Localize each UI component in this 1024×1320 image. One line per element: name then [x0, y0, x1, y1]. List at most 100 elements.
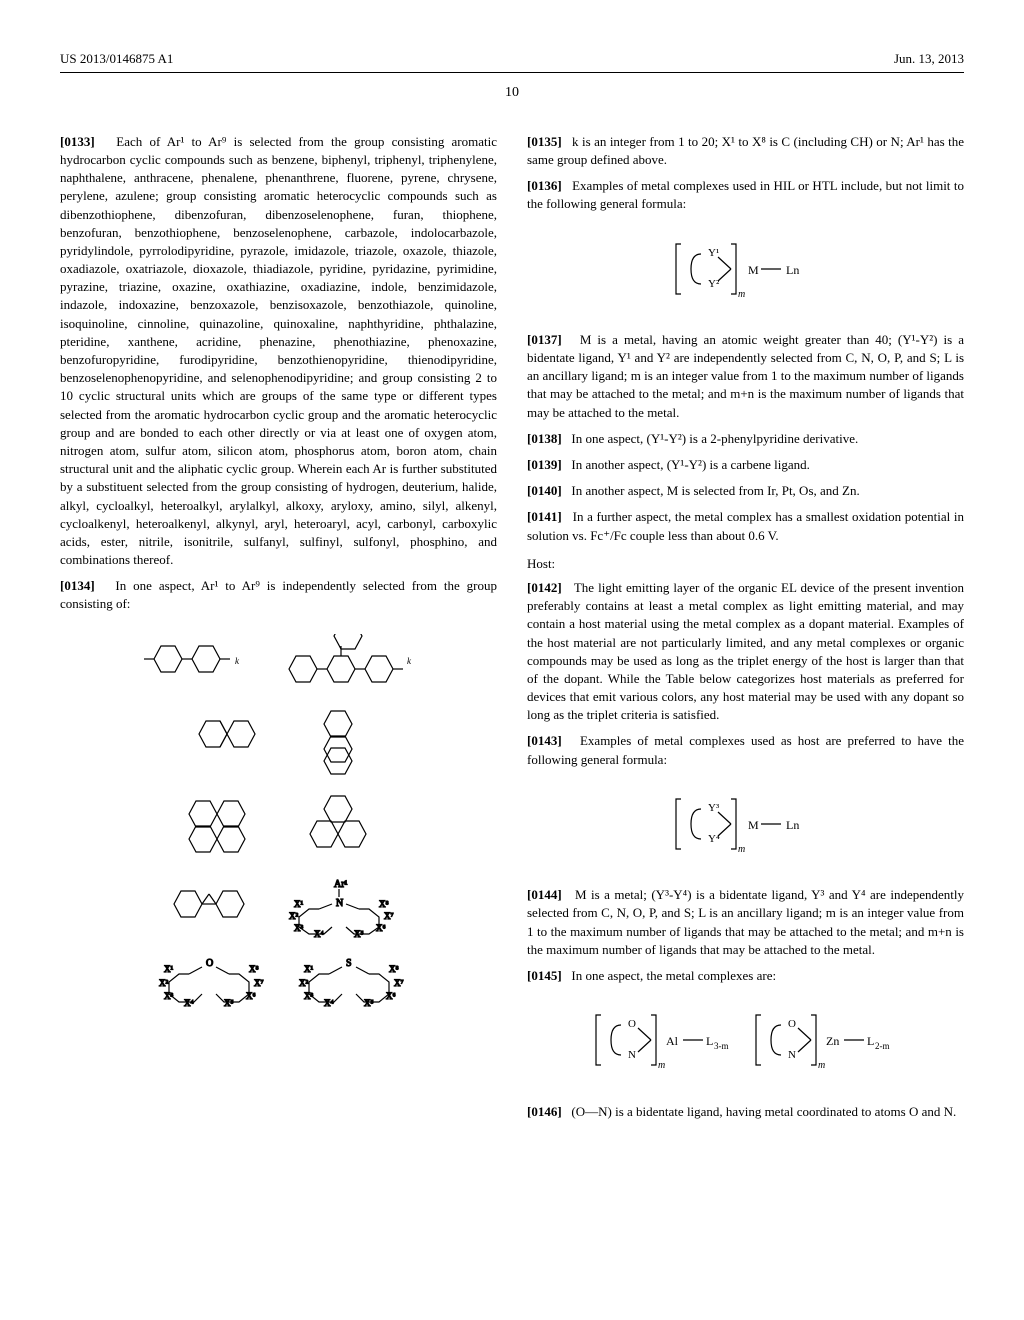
para-num: [0134] [60, 578, 95, 593]
para-0141: [0141] In a further aspect, the metal co… [527, 508, 964, 544]
formula-3: O N m Al L 3-m O N m [527, 1005, 964, 1082]
para-0144: [0144] M is a metal; (Y³-Y⁴) is a bident… [527, 886, 964, 959]
svg-text:L: L [706, 1034, 713, 1048]
svg-text:Y²: Y² [708, 278, 720, 290]
triphenylene-icon [294, 794, 384, 864]
struct-row-5: O X¹ X⁸ X² X⁷ X³ X⁴ X⁵ X⁶ [60, 954, 497, 1009]
svg-text:X¹: X¹ [304, 964, 313, 974]
page-number: 10 [60, 83, 964, 103]
para-num: [0133] [60, 134, 95, 149]
para-text: Examples of metal complexes used as host… [527, 733, 964, 766]
page-header: US 2013/0146875 A1 Jun. 13, 2013 [60, 50, 964, 73]
struct-row-2 [60, 709, 497, 779]
svg-text:X¹: X¹ [164, 964, 173, 974]
svg-text:X⁷: X⁷ [384, 911, 394, 921]
svg-text:k: k [235, 656, 240, 666]
biphenyl-icon: k [139, 634, 249, 684]
para-num: [0142] [527, 580, 562, 595]
para-num: [0140] [527, 483, 562, 498]
svg-text:X⁴: X⁴ [184, 998, 194, 1008]
para-num: [0145] [527, 968, 562, 983]
pyrene-icon [174, 794, 264, 854]
svg-text:X²: X² [299, 978, 308, 988]
svg-text:M: M [748, 263, 759, 277]
para-num: [0143] [527, 733, 562, 748]
formula3-icon: O N m Al L 3-m O N m [586, 1005, 906, 1075]
para-0143: [0143] Examples of metal complexes used … [527, 732, 964, 768]
para-num: [0141] [527, 509, 562, 524]
para-text: M is a metal, having an atomic weight gr… [527, 332, 964, 420]
svg-text:m: m [738, 844, 745, 855]
formula2-icon: Y³ Y⁴ m M Ln [666, 789, 826, 859]
para-text: Each of Ar¹ to Ar⁹ is selected from the … [60, 134, 497, 567]
svg-text:N: N [336, 898, 343, 909]
host-title: Host: [527, 555, 964, 573]
svg-text:X⁸: X⁸ [389, 964, 399, 974]
svg-text:L: L [867, 1034, 874, 1048]
svg-text:X⁵: X⁵ [364, 998, 374, 1008]
para-text: In one aspect, Ar¹ to Ar⁹ is independent… [60, 578, 497, 611]
para-0139: [0139] In another aspect, (Y¹-Y²) is a c… [527, 456, 964, 474]
content-columns: [0133] Each of Ar¹ to Ar⁹ is selected fr… [60, 133, 964, 1129]
para-0142: [0142] The light emitting layer of the o… [527, 579, 964, 725]
svg-text:O: O [628, 1018, 636, 1030]
svg-text:Zn: Zn [826, 1034, 839, 1048]
svg-text:Ln: Ln [786, 818, 799, 832]
svg-text:X⁸: X⁸ [249, 964, 259, 974]
publication-date: Jun. 13, 2013 [894, 50, 964, 68]
svg-text:m: m [658, 1060, 665, 1071]
svg-text:Y¹: Y¹ [708, 247, 719, 259]
para-text: In one aspect, (Y¹-Y²) is a 2-phenylpyri… [571, 431, 858, 446]
svg-text:3-m: 3-m [714, 1041, 729, 1051]
para-0133: [0133] Each of Ar¹ to Ar⁹ is selected fr… [60, 133, 497, 570]
svg-text:X²: X² [159, 978, 168, 988]
svg-text:Ar¹: Ar¹ [334, 879, 348, 890]
fluorene-icon [164, 879, 254, 929]
svg-text:X⁴: X⁴ [324, 998, 334, 1008]
para-num: [0136] [527, 178, 562, 193]
para-text: (O—N) is a bidentate ligand, having meta… [571, 1104, 956, 1119]
para-0135: [0135] k is an integer from 1 to 20; X¹ … [527, 133, 964, 169]
svg-text:N: N [628, 1049, 636, 1061]
naphthalene-icon [184, 709, 264, 759]
para-text: In another aspect, (Y¹-Y²) is a carbene … [571, 457, 809, 472]
svg-text:X⁵: X⁵ [224, 998, 234, 1008]
svg-text:X⁷: X⁷ [394, 978, 404, 988]
svg-text:m: m [738, 289, 745, 300]
svg-text:X⁷: X⁷ [254, 978, 264, 988]
para-0146: [0146] (O—N) is a bidentate ligand, havi… [527, 1103, 964, 1121]
svg-text:Ln: Ln [786, 263, 799, 277]
s-ring-icon: S X¹ X⁸ X² X⁷ X³ X⁴ X⁵ X⁶ [294, 954, 404, 1009]
para-text: In a further aspect, the metal complex h… [527, 509, 964, 542]
svg-text:X¹: X¹ [294, 899, 303, 909]
struct-row-1: k k [60, 634, 497, 694]
publication-number: US 2013/0146875 A1 [60, 50, 173, 68]
svg-text:k: k [407, 656, 412, 666]
svg-text:O: O [206, 958, 213, 969]
para-text: M is a metal; (Y³-Y⁴) is a bidentate lig… [527, 887, 964, 957]
chemical-structures: k k [60, 634, 497, 1009]
para-0134: [0134] In one aspect, Ar¹ to Ar⁹ is inde… [60, 577, 497, 613]
para-num: [0135] [527, 134, 562, 149]
svg-text:X⁸: X⁸ [379, 899, 389, 909]
para-num: [0146] [527, 1104, 562, 1119]
para-0136: [0136] Examples of metal complexes used … [527, 177, 964, 213]
para-text: Examples of metal complexes used in HIL … [527, 178, 964, 211]
anthracene-icon [294, 709, 374, 779]
para-0138: [0138] In one aspect, (Y¹-Y²) is a 2-phe… [527, 430, 964, 448]
svg-text:2-m: 2-m [875, 1041, 890, 1051]
svg-text:Y⁴: Y⁴ [708, 833, 720, 845]
para-num: [0137] [527, 332, 562, 347]
struct-row-4: Ar¹ N X¹ X⁸ X² X⁷ X³ X⁴ X⁵ X⁶ [60, 879, 497, 939]
para-text: The light emitting layer of the organic … [527, 580, 964, 722]
svg-text:X²: X² [289, 911, 298, 921]
para-text: In one aspect, the metal complexes are: [571, 968, 776, 983]
formula-1: Y¹ Y² m M Ln [527, 234, 964, 311]
para-num: [0138] [527, 431, 562, 446]
svg-text:S: S [346, 958, 352, 969]
n-ring-icon: Ar¹ N X¹ X⁸ X² X⁷ X³ X⁴ X⁵ X⁶ [284, 879, 394, 939]
right-column: [0135] k is an integer from 1 to 20; X¹ … [527, 133, 964, 1129]
svg-text:O: O [788, 1018, 796, 1030]
para-0145: [0145] In one aspect, the metal complexe… [527, 967, 964, 985]
para-text: In another aspect, M is selected from Ir… [571, 483, 859, 498]
